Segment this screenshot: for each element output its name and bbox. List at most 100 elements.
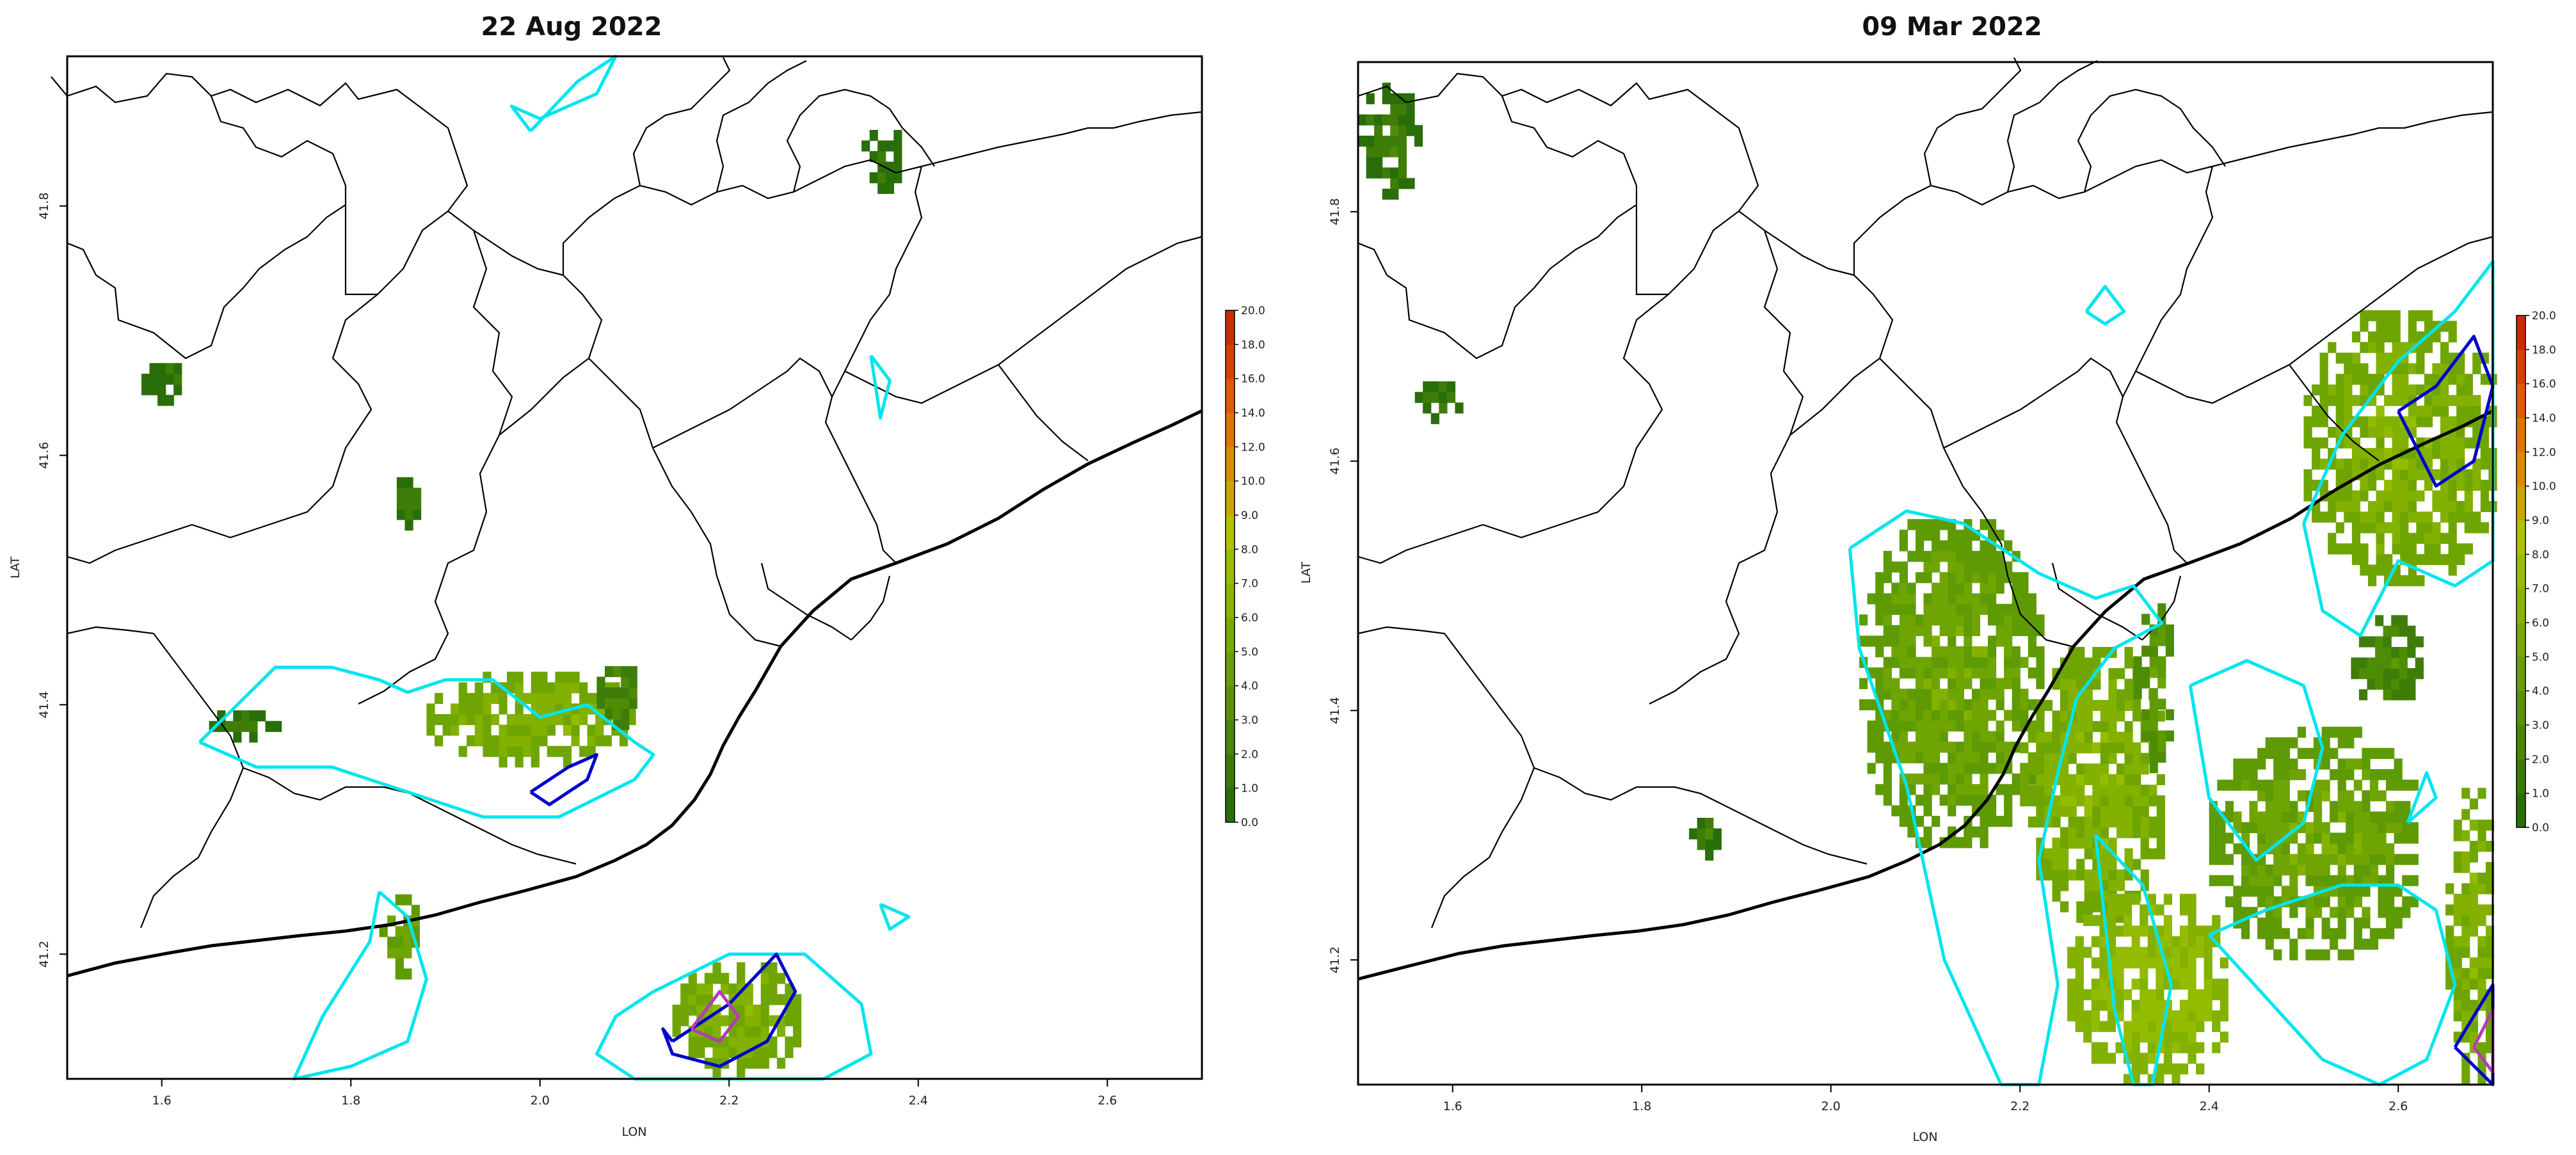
rain-pixel — [2281, 854, 2290, 865]
rain-pixel — [1374, 157, 1383, 168]
rain-pixel — [2319, 511, 2328, 523]
rain-pixel — [1867, 763, 1876, 774]
rain-pixel — [1430, 392, 1439, 403]
rain-pixel — [579, 682, 588, 694]
rain-pixel — [1955, 773, 1964, 785]
rain-pixel — [1980, 657, 1988, 668]
rain-pixel — [2407, 647, 2416, 658]
rain-pixel — [173, 374, 182, 385]
rain-pixel — [2020, 614, 2029, 626]
rain-pixel — [515, 735, 524, 747]
rain-pixel — [1955, 646, 1964, 658]
rain-pixel — [396, 498, 406, 509]
rain-pixel — [2060, 721, 2069, 733]
rain-pixel — [2416, 416, 2425, 427]
rain-pixel — [2084, 880, 2093, 891]
rain-pixel — [2408, 479, 2417, 491]
rain-pixel — [2448, 448, 2457, 459]
rain-pixel — [2068, 795, 2077, 807]
rain-pixel — [1955, 721, 1964, 732]
rain-pixel — [1923, 667, 1932, 679]
rain-pixel — [2163, 893, 2172, 905]
rain-pixel — [1964, 837, 1972, 848]
rain-pixel — [776, 973, 786, 984]
rain-pixel — [2369, 822, 2379, 833]
rain-pixel — [2124, 848, 2133, 859]
rain-pixel — [2147, 893, 2156, 905]
rain-pixel — [1955, 550, 1964, 562]
rain-pixel — [2060, 785, 2069, 796]
rain-pixel — [2257, 886, 2266, 897]
rain-pixel — [2400, 479, 2409, 491]
rain-pixel — [2124, 657, 2133, 669]
rain-pixel — [2204, 989, 2212, 1001]
rain-pixel — [2157, 698, 2166, 710]
rain-pixel — [499, 745, 508, 757]
rain-pixel — [2116, 827, 2125, 838]
rain-pixel — [435, 735, 444, 747]
rain-pixel — [2351, 490, 2361, 502]
rain-pixel — [877, 182, 886, 194]
rain-pixel — [1980, 646, 1988, 658]
rain-pixel — [2140, 1021, 2148, 1032]
rain-pixel — [2028, 731, 2036, 743]
rain-pixel — [2477, 978, 2486, 990]
rain-pixel — [2469, 872, 2478, 884]
rain-pixel — [2424, 522, 2433, 534]
rain-pixel — [2067, 978, 2076, 990]
rain-pixel — [1713, 839, 1722, 850]
rain-pixel — [1390, 104, 1399, 115]
rain-pixel — [2212, 1042, 2221, 1053]
rain-pixel — [2281, 843, 2290, 855]
rain-pixel — [869, 130, 878, 141]
rain-pixel — [2124, 753, 2133, 764]
rain-pixel — [2480, 448, 2489, 459]
rain-pixel — [2147, 936, 2156, 948]
rain-pixel — [2440, 437, 2449, 449]
rain-pixel — [2416, 363, 2425, 374]
rain-pixel — [869, 172, 878, 184]
rain-pixel — [2358, 636, 2368, 648]
y-tick-label: 41.4 — [37, 691, 51, 718]
rain-pixel — [458, 703, 467, 715]
rain-pixel — [2165, 646, 2174, 657]
rain-pixel — [2075, 946, 2084, 958]
rain-pixel — [2265, 917, 2274, 929]
rain-pixel — [165, 363, 174, 374]
rain-pixel — [2319, 416, 2328, 427]
rain-pixel — [1883, 710, 1892, 721]
rain-pixel — [173, 384, 182, 395]
x-axis-label: LON — [1912, 1130, 1937, 1144]
contour-cyan — [2406, 771, 2438, 824]
rain-pixel — [563, 682, 572, 694]
rain-pixel — [744, 1015, 753, 1026]
rain-pixel — [2289, 758, 2298, 770]
colorbar-segment — [2516, 759, 2525, 794]
rain-pixel — [499, 724, 508, 736]
rain-pixel — [2131, 1053, 2140, 1064]
colorbar-label: 18.0 — [2532, 344, 2556, 356]
rain-pixel — [2265, 801, 2274, 812]
rain-pixel — [2394, 822, 2403, 833]
rain-pixel — [1971, 721, 1981, 732]
rain-pixel — [2360, 416, 2369, 427]
rain-pixel — [2312, 437, 2321, 449]
rain-pixel — [2319, 384, 2328, 395]
rain-pixel — [1996, 731, 2004, 742]
rain-pixel — [2314, 896, 2323, 907]
rain-pixel — [2084, 806, 2093, 817]
rain-pixel — [769, 962, 778, 973]
rain-pixel — [2469, 968, 2478, 979]
rain-pixel — [2156, 838, 2165, 849]
rain-pixel — [1932, 699, 1940, 710]
contour-cyan — [869, 354, 892, 420]
rain-pixel — [2424, 479, 2433, 491]
rain-pixel — [2140, 869, 2149, 880]
rain-pixel — [721, 973, 730, 984]
rain-pixel — [696, 983, 705, 995]
rain-pixel — [877, 172, 886, 184]
rain-pixel — [2196, 1042, 2205, 1053]
rain-pixel — [712, 962, 721, 973]
rain-pixel — [2353, 896, 2362, 907]
rain-pixel — [760, 983, 769, 995]
